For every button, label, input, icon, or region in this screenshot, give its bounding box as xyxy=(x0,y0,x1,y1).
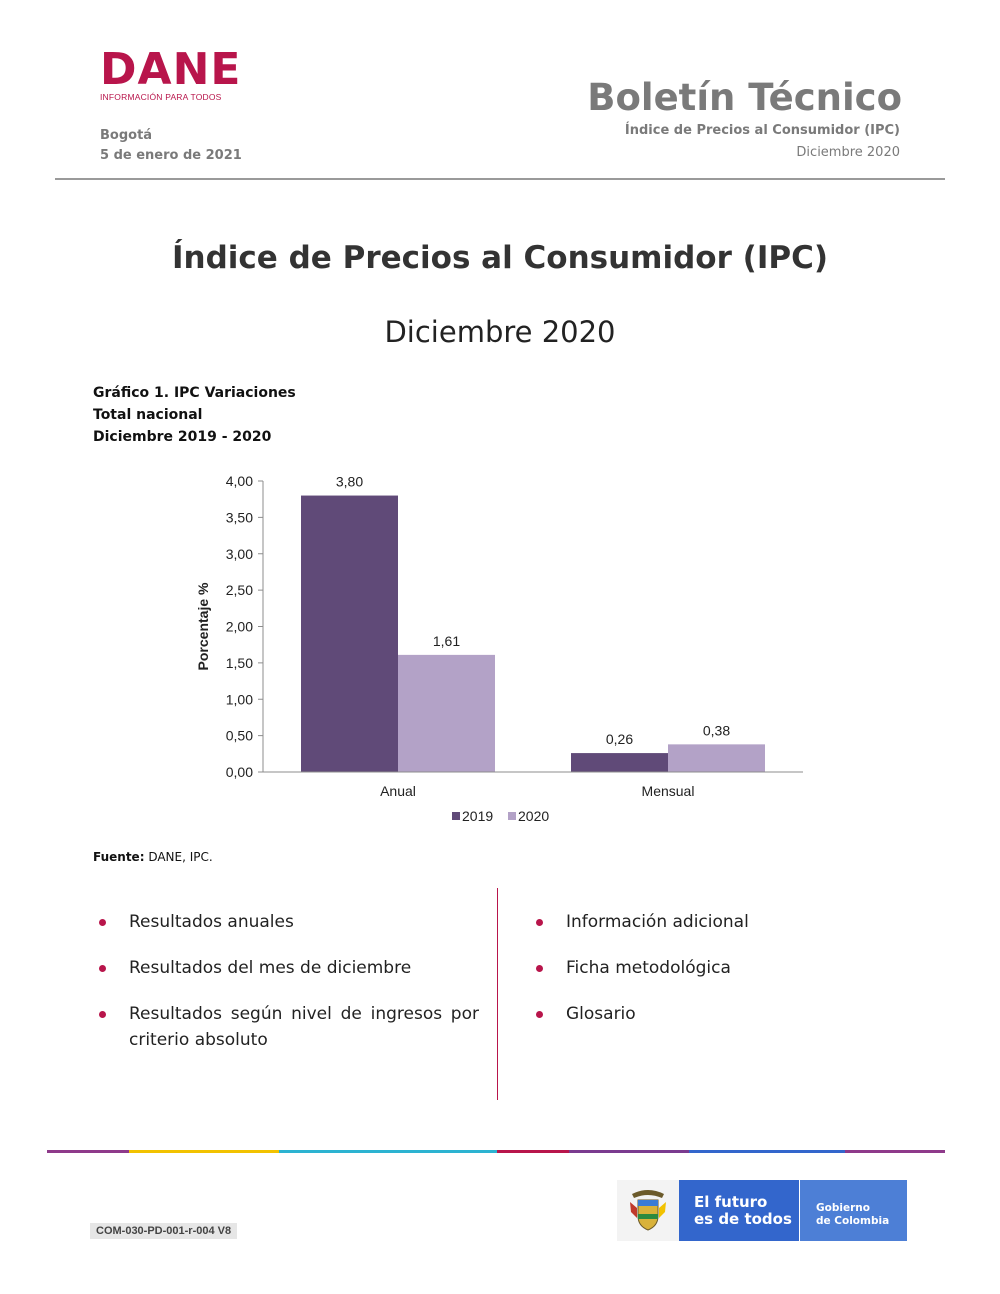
government-banner: El futuro es de todos Gobierno de Colomb… xyxy=(617,1180,907,1241)
contents-item-label: Glosario xyxy=(566,1004,636,1024)
contents-item-label: Resultados según nivel de ingresos por c… xyxy=(129,1004,479,1050)
bar-2020-anual xyxy=(398,654,495,772)
bullet-icon xyxy=(99,1011,106,1018)
footer-color-rule xyxy=(47,1150,945,1153)
bullet-icon xyxy=(536,965,543,972)
gov-slogan: El futuro es de todos xyxy=(679,1180,799,1241)
bar-2019-mensual xyxy=(571,753,668,772)
bar-2020-mensual xyxy=(668,744,765,772)
contents-item[interactable]: Resultados anuales xyxy=(93,909,479,935)
data-label: 1,61 xyxy=(433,633,460,649)
doc-subject: Índice de Precios al Consumidor (IPC) xyxy=(624,123,900,138)
header-divider xyxy=(55,178,945,180)
column-divider xyxy=(497,888,498,1100)
logo-wordmark: DANE xyxy=(100,44,242,95)
data-label: 0,38 xyxy=(703,722,730,738)
publication-date: 5 de enero de 2021 xyxy=(100,148,242,163)
footer-rule-segment xyxy=(129,1150,279,1153)
x-tick-label: Anual xyxy=(380,783,416,799)
contents-item-label: Resultados anuales xyxy=(129,912,294,932)
chart-caption-line-3: Diciembre 2019 - 2020 xyxy=(93,429,272,445)
dane-logo: DANE INFORMACIÓN PARA TODOS xyxy=(100,44,242,103)
colombia-crest-icon xyxy=(617,1180,679,1241)
bullet-icon xyxy=(99,965,106,972)
footer-rule-segment xyxy=(689,1150,845,1153)
chart-caption-line-1: Gráfico 1. IPC Variaciones xyxy=(93,385,296,401)
bar-2019-anual xyxy=(301,495,398,772)
y-tick-label: 3,00 xyxy=(226,546,253,562)
x-tick-label: Mensual xyxy=(642,783,695,799)
y-tick-label: 3,50 xyxy=(226,509,253,525)
y-tick-label: 4,00 xyxy=(226,473,253,489)
contents-item[interactable]: Glosario xyxy=(530,1001,910,1027)
contents-item-label: Información adicional xyxy=(566,912,749,932)
doc-period: Diciembre 2020 xyxy=(796,145,900,160)
contents-item[interactable]: Ficha metodológica xyxy=(530,955,910,981)
ipc-bar-chart: 0,00 0,50 1,00 1,50 2,00 2,50 3,00 3,50 4,00 Porc… xyxy=(195,473,803,824)
gov-name-line-1: Gobierno xyxy=(816,1202,870,1214)
gov-name: Gobierno de Colombia xyxy=(799,1180,907,1241)
bullet-icon xyxy=(99,919,106,926)
footer-rule-segment xyxy=(845,1150,945,1153)
y-axis-title: Porcentaje % xyxy=(195,582,211,670)
source-text: DANE, IPC. xyxy=(144,850,213,864)
footer-rule-segment xyxy=(279,1150,497,1153)
city: Bogotá xyxy=(100,128,153,143)
y-tick-label: 1,50 xyxy=(226,655,253,671)
gov-slogan-line-1: El futuro xyxy=(694,1193,768,1211)
legend-swatch xyxy=(452,812,460,820)
contents-item-label: Resultados del mes de diciembre xyxy=(129,958,412,978)
source-label: Fuente: xyxy=(93,850,145,864)
footer-rule-segment xyxy=(47,1150,129,1153)
y-tick-label: 2,50 xyxy=(226,582,253,598)
page-title: Índice de Precios al Consumidor (IPC) xyxy=(171,240,828,276)
y-tick-label: 2,00 xyxy=(226,619,253,635)
bullet-icon xyxy=(536,1011,543,1018)
gov-name-line-2: de Colombia xyxy=(816,1215,890,1227)
logo-tagline: INFORMACIÓN PARA TODOS xyxy=(100,92,222,102)
y-tick-label: 0,00 xyxy=(226,764,253,780)
gov-slogan-line-2: es de todos xyxy=(694,1210,792,1228)
contents-item[interactable]: Resultados según nivel de ingresos por c… xyxy=(93,1001,479,1053)
document-code: COM-030-PD-001-r-004 V8 xyxy=(90,1223,238,1239)
legend-label: 2020 xyxy=(518,808,549,824)
chart-caption-line-2: Total nacional xyxy=(93,407,203,423)
page-subtitle: Diciembre 2020 xyxy=(384,315,616,349)
legend-swatch xyxy=(508,812,516,820)
data-label: 3,80 xyxy=(336,474,363,490)
contents-item[interactable]: Resultados del mes de diciembre xyxy=(93,955,479,981)
contents-list-right: Información adicional Ficha metodológica… xyxy=(530,909,910,1047)
footer-rule-segment xyxy=(497,1150,569,1153)
source-note: Fuente: DANE, IPC. xyxy=(93,850,213,864)
y-tick-label: 0,50 xyxy=(226,728,253,744)
contents-item-label: Ficha metodológica xyxy=(566,958,731,978)
bullet-icon xyxy=(536,919,543,926)
contents-list-left: Resultados anuales Resultados del mes de… xyxy=(93,909,479,1073)
footer-rule-segment xyxy=(569,1150,689,1153)
legend-label: 2019 xyxy=(462,808,493,824)
contents-item[interactable]: Información adicional xyxy=(530,909,910,935)
data-label: 0,26 xyxy=(606,731,633,747)
y-tick-label: 1,00 xyxy=(226,691,253,707)
doc-type-title: Boletín Técnico xyxy=(587,76,902,119)
